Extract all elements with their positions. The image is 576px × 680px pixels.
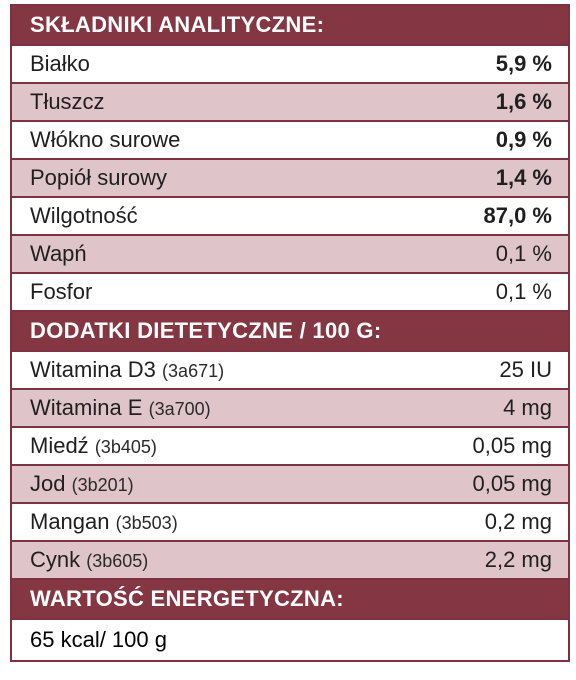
nutrient-value: 5,9 %	[495, 51, 552, 76]
energy-header: WARTOŚĆ ENERGETYCZNA:	[12, 580, 568, 620]
additive-name: Mangan	[30, 509, 110, 534]
nutrient-name: Wapń	[30, 241, 87, 266]
nutrient-name: Fosfor	[30, 279, 93, 304]
nutrient-value: 87,0 %	[483, 203, 553, 228]
additive-name: Jod	[30, 471, 66, 496]
additive-value: 0,05 mg	[472, 471, 553, 496]
nutrient-name: Włókno surowe	[30, 127, 181, 152]
additive-row: Mangan (3b503) 0,2 mg	[12, 504, 568, 542]
additive-label: Jod (3b201)	[30, 471, 134, 497]
nutrient-value: 1,6 %	[495, 89, 552, 114]
additive-label: Miedź (3b405)	[30, 433, 157, 459]
nutrient-value: 0,1 %	[495, 241, 552, 266]
analytical-row: Wapń 0,1 %	[12, 236, 568, 274]
additives-header: DODATKI DIETETYCZNE / 100 G:	[12, 312, 568, 352]
additive-name: Witamina D3	[30, 357, 156, 382]
additive-row: Witamina D3 (3a671) 25 IU	[12, 352, 568, 390]
analytical-row: Popiół surowy 1,4 %	[12, 160, 568, 198]
additive-row: Miedź (3b405) 0,05 mg	[12, 428, 568, 466]
additive-code: (3b605)	[86, 551, 149, 571]
additive-row: Cynk (3b605) 2,2 mg	[12, 542, 568, 580]
additive-label: Cynk (3b605)	[30, 547, 148, 573]
nutrient-name: Wilgotność	[30, 203, 138, 228]
analytical-row: Włókno surowe 0,9 %	[12, 122, 568, 160]
analytical-row: Białko 5,9 %	[12, 46, 568, 84]
analytical-row: Wilgotność 87,0 %	[12, 198, 568, 236]
nutrient-value: 0,1 %	[495, 279, 552, 304]
additive-value: 4 mg	[503, 395, 552, 420]
additive-name: Witamina E	[30, 395, 143, 420]
additive-label: Witamina D3 (3a671)	[30, 357, 224, 383]
nutrient-value: 1,4 %	[495, 165, 552, 190]
additive-code: (3b503)	[115, 513, 178, 533]
additive-code: (3b405)	[94, 437, 157, 457]
additive-code: (3a671)	[162, 361, 225, 381]
analytical-row: Tłuszcz 1,6 %	[12, 84, 568, 122]
additive-name: Cynk	[30, 547, 81, 572]
nutrition-table: SKŁADNIKI ANALITYCZNE: Białko 5,9 % Tłus…	[10, 4, 570, 662]
nutrient-value: 0,9 %	[495, 127, 552, 152]
additive-code: (3a700)	[148, 399, 211, 419]
additive-value: 2,2 mg	[484, 547, 552, 572]
nutrient-name: Białko	[30, 51, 90, 76]
analytical-header: SKŁADNIKI ANALITYCZNE:	[12, 6, 568, 46]
additive-name: Miedź	[30, 433, 89, 458]
nutrient-name: Popiół surowy	[30, 165, 167, 190]
additive-label: Witamina E (3a700)	[30, 395, 211, 421]
additive-value: 25 IU	[499, 357, 552, 382]
nutrient-name: Tłuszcz	[30, 89, 105, 114]
additive-row: Jod (3b201) 0,05 mg	[12, 466, 568, 504]
energy-value: 65 kcal/ 100 g	[30, 627, 167, 652]
additive-code: (3b201)	[71, 475, 134, 495]
additive-label: Mangan (3b503)	[30, 509, 178, 535]
additive-value: 0,05 mg	[472, 433, 553, 458]
additive-value: 0,2 mg	[484, 509, 552, 534]
additive-row: Witamina E (3a700) 4 mg	[12, 390, 568, 428]
analytical-row: Fosfor 0,1 %	[12, 274, 568, 312]
